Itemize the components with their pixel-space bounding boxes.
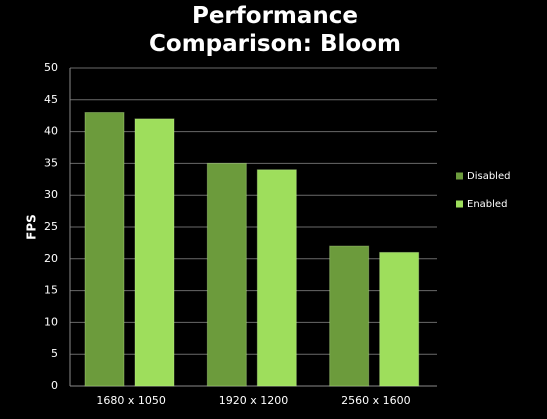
y-tick-label: 30 — [44, 188, 58, 201]
y-tick-label: 50 — [44, 61, 58, 74]
bar — [256, 169, 297, 387]
x-tick-label: 1920 x 1200 — [219, 394, 289, 407]
bar — [84, 112, 125, 387]
y-tick-label: 35 — [44, 156, 58, 169]
y-axis-label: FPS — [25, 214, 39, 240]
y-tick-label: 15 — [44, 284, 58, 297]
y-tick-label: 45 — [44, 93, 58, 106]
legend-swatch — [456, 172, 463, 180]
legend-label: Enabled — [467, 199, 507, 210]
bar — [206, 162, 247, 387]
legend-swatch — [456, 200, 463, 208]
x-tick-label: 1680 x 1050 — [96, 394, 166, 407]
y-tick-label: 25 — [44, 220, 58, 233]
y-tick-label: 0 — [51, 379, 58, 392]
bar — [134, 118, 175, 387]
bar — [329, 245, 370, 387]
y-tick-label: 10 — [44, 315, 58, 328]
bar — [379, 251, 420, 387]
legend-label: Disabled — [467, 171, 510, 182]
y-tick-label: 40 — [44, 125, 58, 138]
y-tick-label: 5 — [51, 347, 58, 360]
y-tick-label: 20 — [44, 252, 58, 265]
x-tick-label: 2560 x 1600 — [341, 394, 411, 407]
chart-title: Performance Comparison: Bloom — [149, 3, 401, 57]
